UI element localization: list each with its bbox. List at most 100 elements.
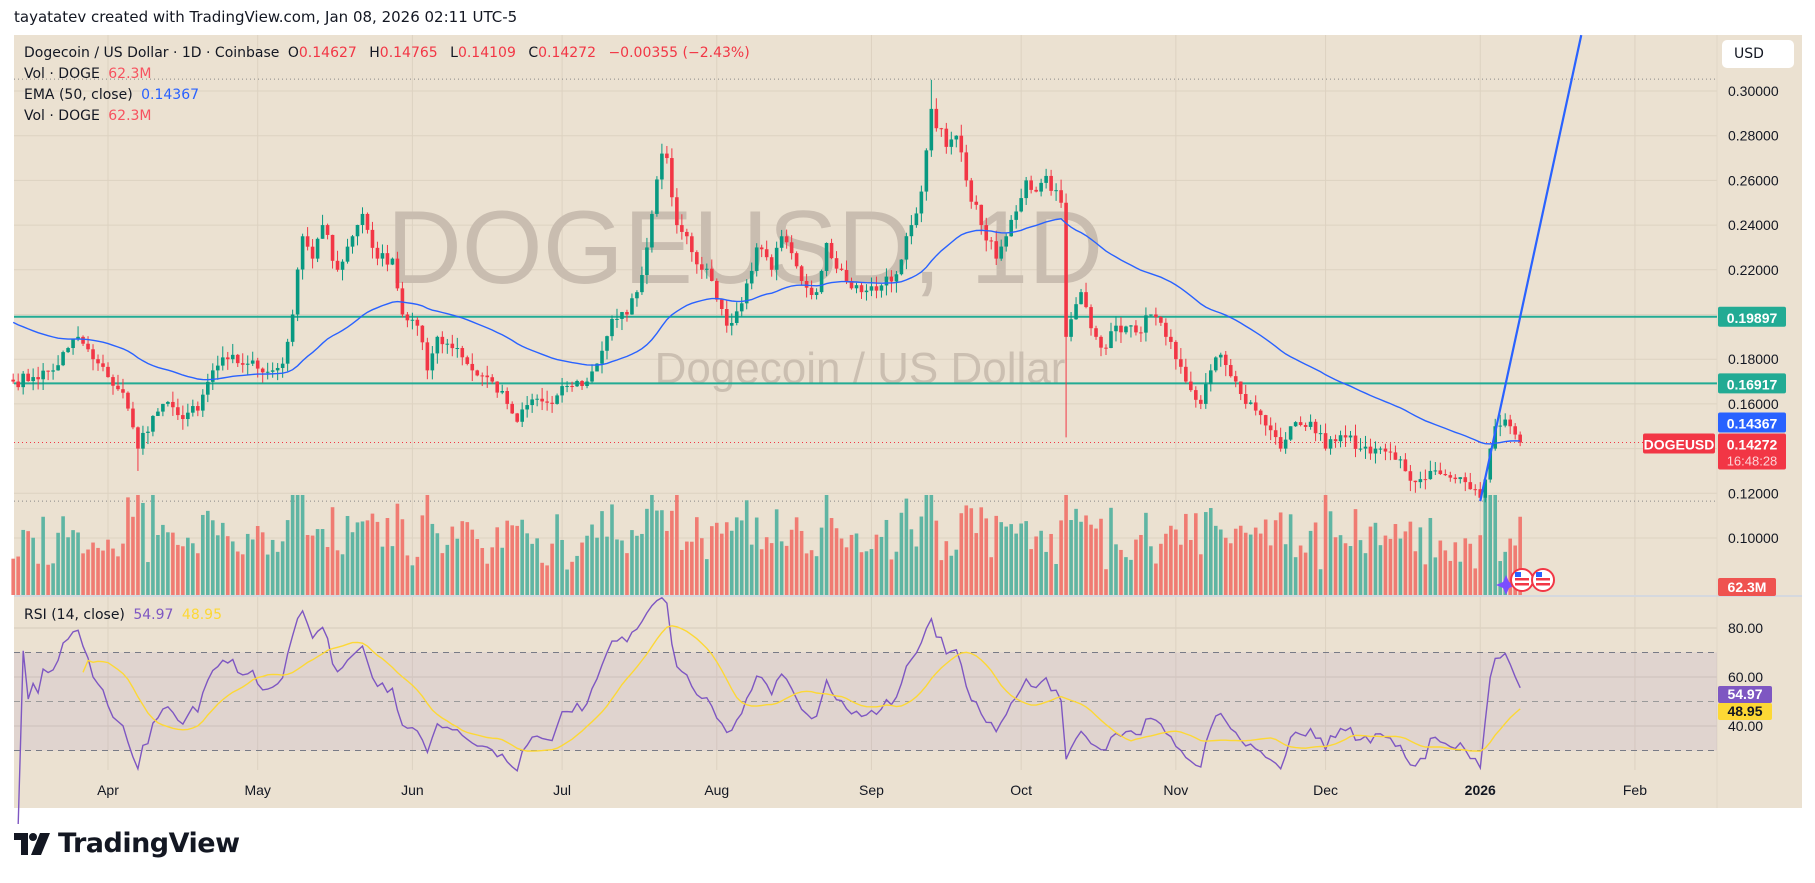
volume-bar	[1089, 524, 1093, 595]
candle-body	[550, 402, 554, 404]
candle-body	[81, 336, 85, 344]
candle	[395, 251, 400, 291]
candle	[1323, 423, 1328, 451]
candle-body	[1044, 175, 1048, 183]
candle-body	[191, 406, 195, 413]
volume-bar	[665, 530, 669, 595]
volume-bar	[1433, 557, 1438, 595]
candle-body	[999, 246, 1004, 259]
volume-bar	[1064, 495, 1068, 595]
candle	[181, 405, 185, 430]
candle-body	[700, 264, 704, 270]
legend-volume-1[interactable]: Vol · DOGE 62.3M	[24, 66, 156, 82]
volume-bar	[605, 536, 609, 595]
candle	[580, 380, 584, 390]
tradingview-logo[interactable]: TradingView	[14, 828, 240, 859]
candle	[71, 338, 75, 355]
level-lower-tag-bg	[1718, 373, 1786, 394]
volume-bar	[430, 523, 435, 595]
candle-body	[1129, 325, 1133, 327]
rsi-tick-label: 80.00	[1728, 620, 1763, 636]
candle-body	[714, 280, 719, 300]
us-flag-event-icon[interactable]	[1510, 568, 1534, 592]
candle-body	[1383, 448, 1388, 452]
candle-body	[370, 229, 375, 248]
volume-bar	[96, 547, 100, 595]
candle-body	[270, 370, 275, 372]
candle-body	[1308, 421, 1313, 427]
candle-body	[96, 359, 100, 364]
candle	[1144, 307, 1148, 342]
event-icons	[1496, 568, 1555, 595]
volume-bar	[964, 505, 969, 595]
legend-symbol[interactable]: Dogecoin / US Dollar · 1D · Coinbase	[24, 45, 280, 61]
us-flag-event-icon[interactable]	[1531, 568, 1555, 592]
candle-body	[615, 318, 619, 320]
candle-body	[215, 365, 220, 371]
candle	[914, 207, 919, 228]
volume-bar	[275, 551, 280, 595]
candle-body	[320, 225, 325, 239]
candle-body	[66, 348, 70, 353]
candle-body	[1343, 435, 1348, 438]
sparkle-icon[interactable]	[1496, 575, 1516, 595]
volume-bar	[295, 495, 300, 595]
candle-body	[76, 336, 80, 340]
candle	[285, 338, 290, 372]
volume-bar	[375, 521, 380, 595]
candle	[325, 223, 330, 240]
volume-bar	[1189, 539, 1193, 595]
legend-rsi[interactable]: RSI (14, close) 54.97 48.95	[24, 607, 226, 623]
candle	[1213, 356, 1218, 373]
volume-bar	[1223, 537, 1228, 595]
candle	[1114, 316, 1118, 342]
candle	[1468, 472, 1473, 490]
candle-body	[235, 354, 240, 364]
rsi-ma-tag-bg	[1718, 703, 1772, 720]
candle	[1069, 312, 1073, 342]
legend-volume-2[interactable]: Vol · DOGE 62.3M	[24, 108, 156, 124]
volume-bar	[1059, 520, 1063, 595]
candle-body	[545, 401, 549, 403]
legend-ema[interactable]: EMA (50, close) 0.14367	[24, 87, 203, 103]
candle	[1014, 205, 1018, 229]
volume-bar	[455, 538, 460, 595]
volume-bar	[640, 533, 644, 595]
volume-bar	[1413, 551, 1418, 595]
candle-body	[315, 238, 320, 259]
candle	[385, 244, 390, 272]
volume-bar	[410, 565, 415, 595]
candle-body	[570, 386, 574, 388]
volume-bar	[21, 529, 25, 595]
rsi-tag: 54.97	[1718, 686, 1772, 703]
candle-body	[61, 352, 65, 366]
volume-bar	[1079, 521, 1083, 595]
candle	[744, 279, 749, 310]
currency-button[interactable]: USD	[1722, 40, 1794, 68]
candle-body	[809, 287, 814, 295]
volume-bar	[1014, 533, 1018, 595]
symbol-tag: DOGEUSD	[1643, 433, 1715, 454]
candle	[1368, 438, 1373, 460]
candle-body	[141, 432, 145, 449]
volume-bar	[385, 518, 390, 595]
volume-bar	[161, 524, 165, 595]
candle-body	[690, 236, 694, 253]
candle-body	[640, 275, 644, 293]
candle	[1159, 316, 1163, 327]
volume-bar	[500, 547, 505, 595]
candle-body	[1233, 376, 1238, 382]
candle-body	[1478, 489, 1483, 498]
flag-stripe	[1515, 578, 1529, 581]
candle	[500, 384, 505, 395]
volume-bar	[769, 543, 774, 595]
candle-body	[1493, 426, 1498, 449]
trendline[interactable]	[1479, 34, 1583, 502]
candle	[1288, 426, 1293, 442]
candle	[964, 144, 969, 187]
volume-bar	[1428, 517, 1433, 595]
volume-bar	[176, 544, 180, 595]
candle-body	[1139, 332, 1143, 334]
ema-value: 0.14367	[141, 87, 200, 103]
